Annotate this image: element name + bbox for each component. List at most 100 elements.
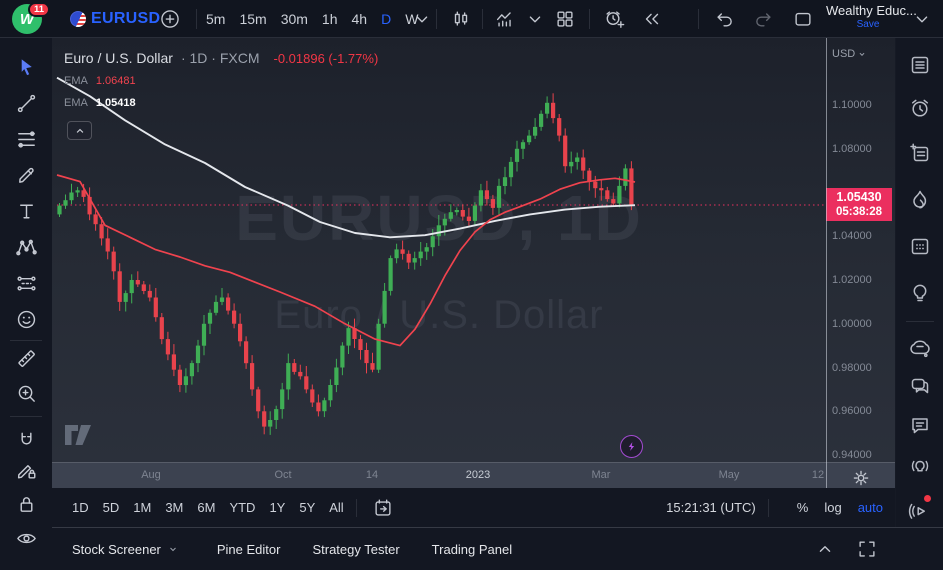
messages-icon[interactable] bbox=[906, 411, 934, 439]
range-button-1y[interactable]: 1Y bbox=[269, 500, 286, 515]
range-button-5y[interactable]: 5Y bbox=[299, 500, 316, 515]
time-tick: 12 bbox=[811, 469, 825, 481]
price-tick: 1.04000 bbox=[832, 230, 872, 243]
price-tick: 1.08000 bbox=[832, 142, 872, 155]
price-axis[interactable]: USD 1.100001.080001.060001.040001.020001… bbox=[826, 38, 895, 462]
ema-fast-value: 1.06481 bbox=[95, 75, 136, 87]
layout-chevron-icon[interactable] bbox=[908, 0, 936, 38]
range-button-5d[interactable]: 5D bbox=[102, 500, 120, 515]
save-layout-button[interactable]: Wealthy Educ... Save bbox=[826, 3, 917, 35]
interval-button-30m[interactable]: 30m bbox=[280, 11, 308, 27]
symbol-flag-icon bbox=[70, 11, 86, 27]
clock[interactable]: 15:21:31 (UTC) bbox=[666, 500, 756, 515]
indicators-chevron-icon[interactable] bbox=[521, 0, 549, 38]
price-axis-separator[interactable] bbox=[826, 38, 827, 488]
interval-button-d[interactable]: D bbox=[381, 11, 392, 27]
bar-replay-icon[interactable] bbox=[638, 0, 666, 38]
layout-name: Wealthy Educ... bbox=[826, 3, 917, 18]
emoji-tool[interactable] bbox=[12, 305, 40, 333]
interval-button-1h[interactable]: 1h bbox=[321, 11, 338, 27]
indicators-icon[interactable] bbox=[491, 0, 519, 38]
fib-retracement-tool[interactable] bbox=[12, 125, 40, 153]
ema-label[interactable]: EMA bbox=[64, 75, 88, 87]
axis-settings-gear-icon[interactable] bbox=[850, 467, 872, 489]
lock-all-tool[interactable] bbox=[12, 490, 40, 518]
range-button-3m[interactable]: 3M bbox=[165, 500, 184, 515]
range-button-1m[interactable]: 1M bbox=[133, 500, 152, 515]
streams-icon[interactable] bbox=[906, 497, 934, 525]
range-button-1d[interactable]: 1D bbox=[72, 500, 89, 515]
tab-stock-screener[interactable]: Stock Screener bbox=[72, 542, 179, 557]
zoom-in-tool[interactable] bbox=[12, 379, 40, 407]
sidebar-divider bbox=[906, 321, 934, 322]
toolbar-divider bbox=[10, 340, 42, 341]
hotlists-icon[interactable] bbox=[906, 186, 934, 214]
minds-icon[interactable] bbox=[906, 334, 934, 362]
notes-icon[interactable] bbox=[906, 139, 934, 167]
tradingview-logo-icon[interactable] bbox=[64, 424, 98, 451]
ema-slow-value: 1.05418 bbox=[95, 97, 136, 109]
time-tick: 2023 bbox=[465, 469, 491, 481]
interval-button-w[interactable]: W bbox=[405, 11, 419, 27]
magnet-tool[interactable] bbox=[12, 426, 40, 454]
candlestick-chart[interactable] bbox=[52, 38, 895, 462]
log-scale-button[interactable]: log bbox=[824, 500, 842, 515]
drawing-lock-tool[interactable] bbox=[12, 456, 40, 484]
toolbar-divider bbox=[10, 416, 42, 417]
range-button-6m[interactable]: 6M bbox=[197, 500, 216, 515]
time-tick: Aug bbox=[141, 469, 161, 481]
live-ideas-icon[interactable] bbox=[906, 452, 934, 480]
tab-trading-panel[interactable]: Trading Panel bbox=[431, 541, 513, 557]
time-tick: Oct bbox=[274, 469, 292, 481]
interval-button-5m[interactable]: 5m bbox=[206, 11, 226, 27]
currency-label: USD bbox=[832, 48, 856, 60]
time-axis[interactable]: Aug Oct 14 2023 Mar May 12 bbox=[52, 462, 895, 488]
ema-label[interactable]: EMA bbox=[64, 97, 88, 109]
chart-type-icon[interactable] bbox=[447, 0, 475, 38]
xabcd-pattern-tool[interactable] bbox=[12, 233, 40, 261]
save-label[interactable]: Save bbox=[856, 19, 880, 30]
chart-pane[interactable]: EURUSD, 1D Euro / U.S. Dollar Euro / U.S… bbox=[52, 38, 895, 462]
alert-plus-icon[interactable] bbox=[600, 0, 628, 38]
time-tick: Mar bbox=[591, 469, 611, 481]
add-symbol-icon[interactable] bbox=[156, 0, 184, 38]
redo-icon[interactable] bbox=[749, 0, 777, 38]
tab-pine-editor[interactable]: Pine Editor bbox=[216, 541, 281, 557]
range-button-all[interactable]: All bbox=[329, 500, 344, 515]
cursor-tool[interactable] bbox=[12, 53, 40, 81]
legend-symbol-title[interactable]: Euro / U.S. Dollar bbox=[64, 50, 173, 66]
go-to-date-icon[interactable] bbox=[369, 494, 397, 522]
hide-all-tool[interactable] bbox=[12, 524, 40, 552]
auto-scale-button[interactable]: auto bbox=[857, 500, 883, 515]
bar-pattern-tool[interactable] bbox=[12, 269, 40, 297]
text-tool[interactable] bbox=[12, 197, 40, 225]
interval-button-15m[interactable]: 15m bbox=[239, 11, 267, 27]
fullscreen-frame-icon[interactable] bbox=[789, 0, 817, 38]
undo-icon[interactable] bbox=[711, 0, 739, 38]
calendar-icon[interactable] bbox=[906, 232, 934, 260]
interval-chevron-icon[interactable] bbox=[408, 0, 436, 38]
bottom-toolbar: 1D 5D 1M 3M 6M YTD 1Y 5Y All 15:21:31 (UTC) % lo… bbox=[52, 488, 895, 527]
legend-collapse-button[interactable] bbox=[67, 121, 92, 140]
legend-interval-exchange: · 1D · FXCM bbox=[180, 50, 260, 66]
bottom-panel: Stock Screener Pine Editor Strategy Test… bbox=[52, 527, 943, 570]
watchlist-icon[interactable] bbox=[906, 51, 934, 79]
trend-line-tool[interactable] bbox=[12, 89, 40, 117]
time-tick: 14 bbox=[365, 469, 379, 481]
panel-expand-icon[interactable] bbox=[811, 535, 839, 563]
brush-tool[interactable] bbox=[12, 161, 40, 189]
ema-indicator-row: EMA 1.06481 bbox=[64, 74, 378, 88]
currency-selector[interactable]: USD bbox=[832, 48, 867, 60]
event-lightning-icon[interactable] bbox=[620, 435, 643, 458]
range-button-ytd[interactable]: YTD bbox=[229, 500, 256, 515]
tab-strategy-tester[interactable]: Strategy Tester bbox=[312, 541, 400, 557]
ruler-tool[interactable] bbox=[12, 344, 40, 372]
ideas-icon[interactable] bbox=[906, 278, 934, 306]
alerts-icon[interactable] bbox=[906, 94, 934, 122]
panel-maximize-icon[interactable] bbox=[853, 535, 881, 563]
symbol-button[interactable]: EURUSD bbox=[91, 10, 161, 27]
interval-button-4h[interactable]: 4h bbox=[351, 11, 368, 27]
layout-grid-icon[interactable] bbox=[551, 0, 579, 38]
percent-scale-button[interactable]: % bbox=[796, 500, 809, 515]
chats-icon[interactable] bbox=[906, 372, 934, 400]
